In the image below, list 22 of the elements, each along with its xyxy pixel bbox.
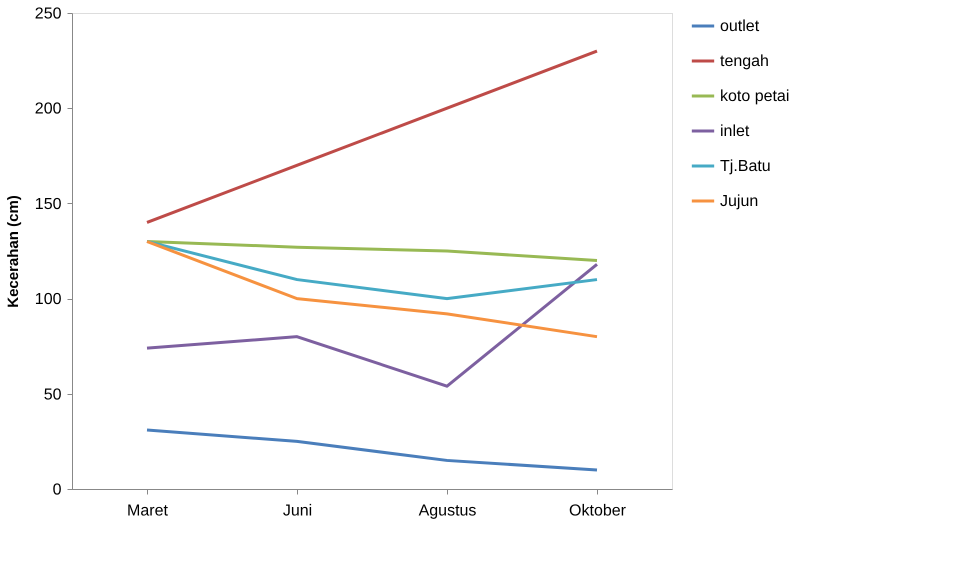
y-tick-label: 150 — [34, 196, 62, 213]
x-tick-label: Agustus — [418, 502, 476, 520]
line-series — [146, 428, 598, 472]
y-tick-label: 0 — [52, 482, 62, 498]
legend-label: outlet — [720, 18, 760, 35]
line-series — [146, 50, 598, 224]
x-tick-label: Maret — [127, 502, 168, 520]
x-tick-label: Oktober — [569, 502, 627, 520]
legend-label: koto petai — [720, 88, 790, 105]
line-series — [146, 240, 598, 262]
y-tick-label: 100 — [34, 291, 62, 308]
y-tick-label: 200 — [34, 100, 62, 118]
legend-label: Tj.Batu — [720, 158, 771, 175]
legend-label: tengah — [720, 53, 769, 70]
legend-label: inlet — [720, 123, 750, 140]
line-series — [146, 240, 598, 338]
y-axis-title: Kecerahan (cm) — [4, 195, 22, 308]
line-series — [146, 262, 598, 388]
y-tick-label: 50 — [44, 386, 62, 404]
x-tick-label: Juni — [282, 502, 312, 520]
legend-label: Jujun — [720, 193, 758, 210]
y-tick-label: 250 — [34, 6, 62, 22]
